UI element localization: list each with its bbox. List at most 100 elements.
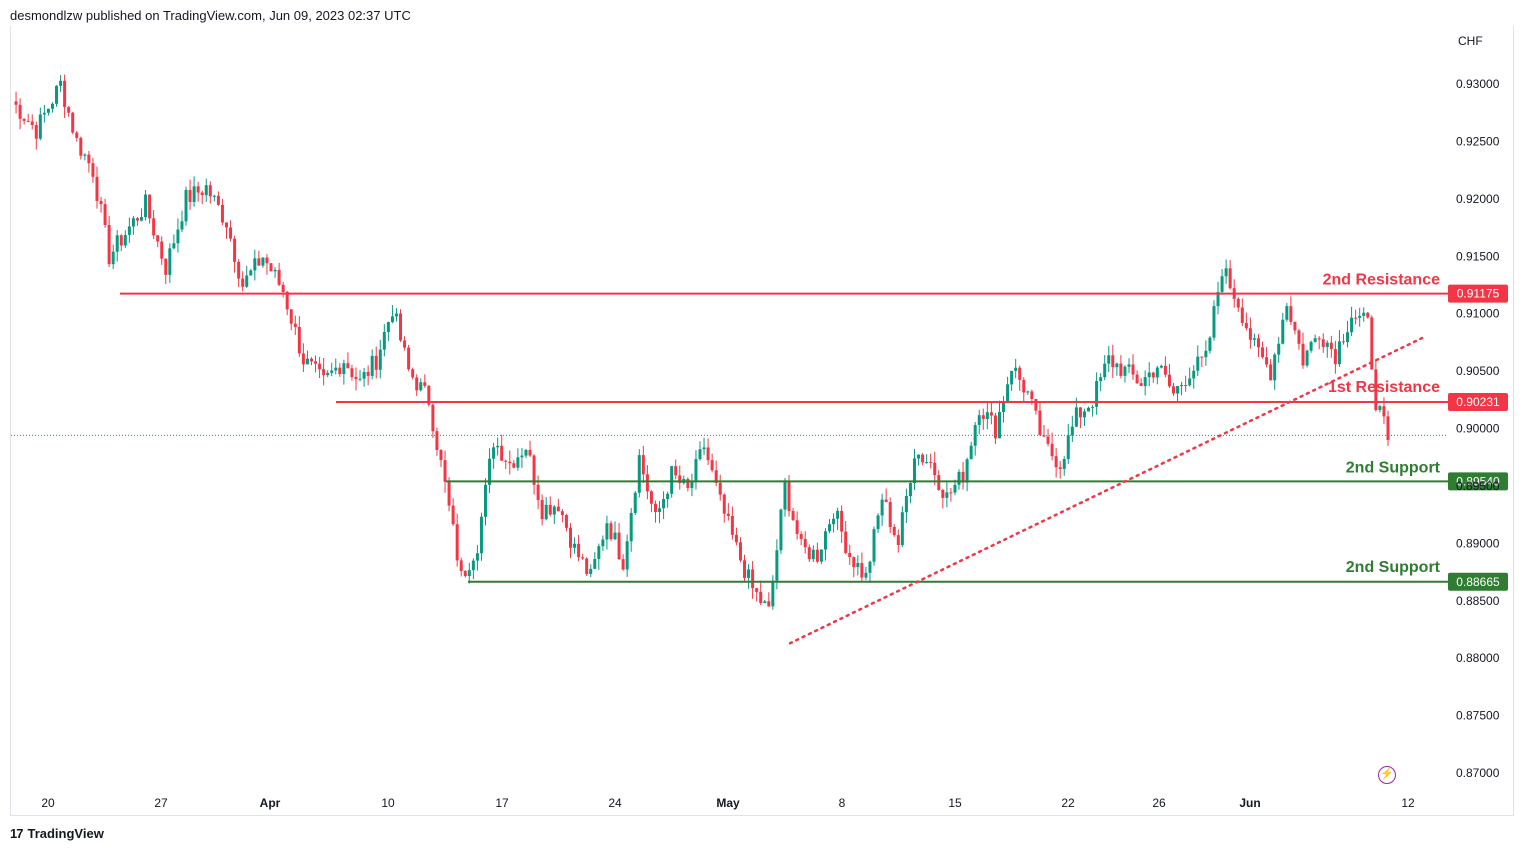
candle-body — [698, 449, 702, 460]
candle-body — [645, 474, 649, 492]
candle-body — [734, 534, 738, 543]
candle-body — [107, 225, 111, 265]
candle-body — [156, 235, 160, 242]
level-label: 2nd Support — [1346, 559, 1441, 576]
candle-body — [386, 322, 390, 332]
candle-body — [965, 459, 969, 483]
time-tick: 24 — [608, 796, 622, 810]
candle-body — [662, 499, 666, 509]
candle-body — [690, 481, 694, 488]
chart-frame[interactable] — [10, 26, 1514, 816]
candle-body — [900, 512, 904, 546]
candle-body — [528, 449, 532, 456]
candle-body — [301, 353, 305, 365]
candle-body — [803, 538, 807, 548]
candle-body — [1115, 363, 1119, 368]
candle-body — [1087, 407, 1091, 412]
candle-body — [119, 235, 123, 246]
candle-body — [993, 415, 997, 439]
candle-body — [180, 221, 184, 230]
candle-body — [787, 481, 791, 511]
candle-body — [354, 376, 358, 380]
candle-body — [1151, 372, 1155, 378]
candle-body — [496, 445, 500, 448]
candle-body — [42, 112, 46, 115]
candle-body — [257, 258, 261, 266]
candle-body — [297, 327, 301, 354]
candle-body — [783, 481, 787, 510]
candle-body — [1333, 348, 1337, 365]
candle-body — [140, 217, 144, 221]
candle-body — [1014, 367, 1018, 371]
candle-body — [856, 563, 860, 568]
level-price: 0.88665 — [1456, 575, 1500, 589]
candle-body — [763, 601, 767, 603]
candle-body — [326, 372, 330, 376]
level-label: 1st Resistance — [1328, 379, 1440, 396]
candle-body — [884, 499, 888, 503]
candle-body — [811, 549, 815, 560]
candle-body — [743, 560, 747, 578]
candle-body — [1293, 321, 1297, 331]
candle-body — [115, 235, 119, 252]
candle-body — [1289, 306, 1293, 322]
candle-body — [212, 195, 216, 197]
candle-body — [1281, 319, 1285, 344]
candle-body — [512, 463, 516, 468]
candle-body — [1147, 372, 1151, 378]
lightning-icon[interactable]: ⚡ — [1378, 766, 1396, 784]
candle-body — [67, 107, 71, 113]
candle-body — [204, 185, 208, 196]
candle-body — [1046, 436, 1050, 444]
candle-body — [1341, 341, 1345, 343]
candle-body — [144, 194, 148, 218]
candle-body — [504, 460, 508, 462]
candle-body — [593, 558, 597, 569]
candle-body — [726, 513, 730, 516]
candle-body — [524, 449, 528, 456]
candle-body — [678, 475, 682, 484]
candle-body — [819, 549, 823, 562]
candle-body — [1111, 355, 1115, 368]
candle-body — [253, 258, 257, 271]
candle-body — [957, 471, 961, 485]
candle-body — [1256, 338, 1260, 348]
candle-body — [350, 368, 354, 377]
candle-body — [1099, 377, 1103, 382]
price-tick: 0.88500 — [1456, 594, 1500, 608]
candle-body — [22, 118, 26, 121]
candle-body — [1188, 378, 1192, 386]
candle-body — [674, 466, 678, 476]
candle-body — [59, 80, 63, 86]
candle-body — [1265, 357, 1269, 365]
candle-body — [1374, 369, 1378, 411]
time-tick: Jun — [1239, 796, 1260, 810]
candle-body — [585, 558, 589, 574]
candle-body — [844, 531, 848, 553]
candle-body — [860, 563, 864, 578]
candle-body — [641, 455, 645, 475]
candle-body — [605, 523, 609, 540]
price-tick: 0.89500 — [1456, 479, 1500, 493]
candle-body — [1018, 367, 1022, 380]
candle-body — [26, 120, 30, 122]
candle-body — [981, 415, 985, 419]
candle-body — [135, 218, 139, 221]
candle-body — [1228, 268, 1232, 289]
candle-body — [601, 539, 605, 547]
candle-body — [929, 462, 933, 464]
candle-body — [220, 204, 224, 223]
candle-body — [1107, 355, 1111, 364]
candle-body — [18, 104, 22, 119]
time-tick: 17 — [495, 796, 509, 810]
candle-body — [184, 190, 188, 222]
candle-body — [989, 412, 993, 416]
candle-body — [985, 412, 989, 419]
candle-body — [1030, 391, 1034, 399]
candle-body — [969, 445, 973, 460]
candle-body — [439, 449, 443, 461]
candle-body — [1204, 350, 1208, 358]
candle-body — [390, 316, 394, 323]
candle-body — [1329, 342, 1333, 349]
